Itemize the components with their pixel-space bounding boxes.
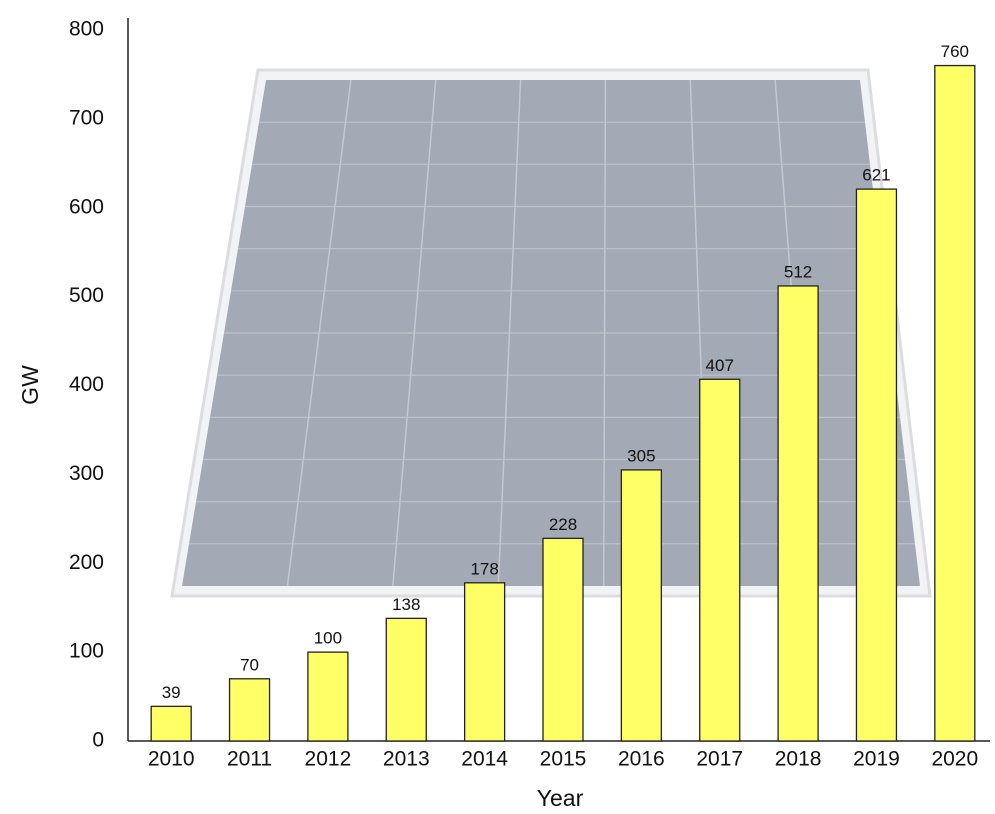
bar bbox=[463, 582, 506, 742]
x-tick-label: 2012 bbox=[305, 748, 352, 771]
y-tick-label: 600 bbox=[69, 195, 104, 218]
x-tick-label: 2018 bbox=[775, 748, 822, 771]
value-label: 39 bbox=[162, 683, 181, 702]
y-tick-label: 0 bbox=[92, 729, 104, 752]
bar bbox=[228, 678, 271, 742]
y-axis-label: GW bbox=[17, 365, 43, 405]
x-tick-label: 2011 bbox=[227, 748, 272, 771]
y-tick-label: 100 bbox=[69, 640, 104, 663]
y-tick-label: 800 bbox=[69, 18, 104, 41]
bar bbox=[385, 617, 427, 742]
y-tick-label: 500 bbox=[69, 284, 104, 307]
bar bbox=[307, 651, 349, 742]
y-tick-label: 400 bbox=[69, 373, 104, 396]
x-tick-label: 2010 bbox=[148, 748, 195, 771]
bar bbox=[855, 188, 898, 742]
y-tick-label: 200 bbox=[69, 551, 104, 574]
value-label: 407 bbox=[706, 356, 734, 375]
value-label: 178 bbox=[470, 559, 498, 578]
x-axis-label: Year bbox=[537, 785, 584, 811]
value-label: 100 bbox=[314, 629, 342, 648]
value-label: 760 bbox=[941, 42, 969, 61]
bar bbox=[934, 64, 976, 742]
x-tick-label: 2019 bbox=[853, 748, 900, 771]
bar bbox=[150, 705, 192, 742]
bar bbox=[542, 537, 584, 742]
y-tick-label: 700 bbox=[69, 106, 104, 129]
x-tick-label: 2015 bbox=[540, 748, 587, 771]
value-label: 70 bbox=[240, 655, 259, 674]
y-tick-label: 300 bbox=[69, 462, 104, 485]
bar bbox=[699, 378, 741, 742]
value-label: 138 bbox=[392, 595, 420, 614]
x-tick-label: 2014 bbox=[461, 748, 508, 771]
x-tick-label: 2017 bbox=[696, 748, 743, 771]
bar bbox=[777, 285, 819, 742]
value-label: 228 bbox=[549, 515, 577, 534]
x-tick-label: 2016 bbox=[618, 748, 665, 771]
x-tick-label: 2013 bbox=[383, 748, 430, 771]
value-label: 621 bbox=[862, 166, 890, 185]
x-tick-label: 2020 bbox=[931, 748, 978, 771]
value-label: 512 bbox=[784, 262, 812, 281]
value-label: 305 bbox=[627, 446, 655, 465]
bar bbox=[620, 469, 663, 742]
